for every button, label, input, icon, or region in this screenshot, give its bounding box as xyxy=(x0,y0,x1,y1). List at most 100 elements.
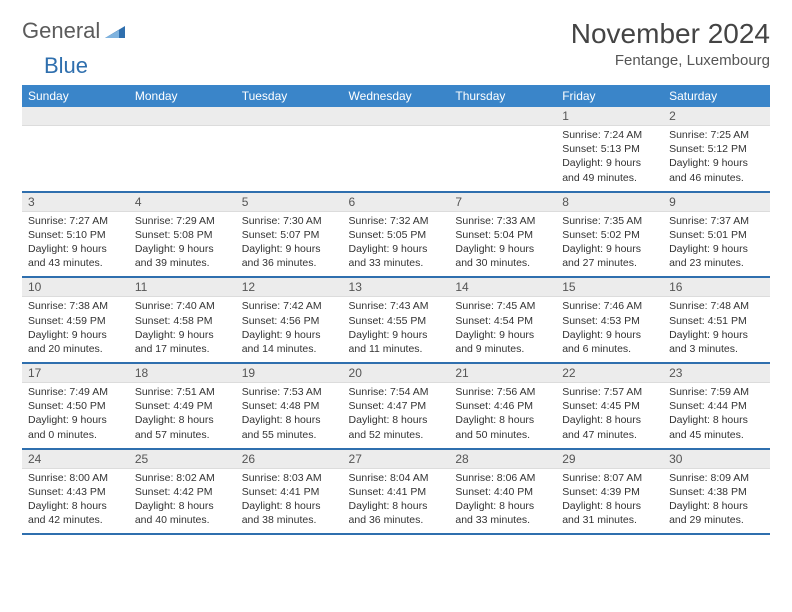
day1-text: Daylight: 8 hours xyxy=(242,499,337,513)
day-detail-cell: Sunrise: 7:30 AMSunset: 5:07 PMDaylight:… xyxy=(236,211,343,277)
sunrise-text: Sunrise: 8:00 AM xyxy=(28,471,123,485)
day2-text: and 55 minutes. xyxy=(242,428,337,442)
sunrise-text: Sunrise: 7:37 AM xyxy=(669,214,764,228)
sunrise-text: Sunrise: 7:42 AM xyxy=(242,299,337,313)
day-number: 2 xyxy=(663,107,770,126)
logo-word-blue: Blue xyxy=(44,53,88,79)
sunrise-text: Sunrise: 7:53 AM xyxy=(242,385,337,399)
day2-text: and 57 minutes. xyxy=(135,428,230,442)
day-detail-cell: Sunrise: 7:42 AMSunset: 4:56 PMDaylight:… xyxy=(236,297,343,363)
weekday-header: Saturday xyxy=(663,85,770,107)
day-detail-cell: Sunrise: 7:27 AMSunset: 5:10 PMDaylight:… xyxy=(22,211,129,277)
day-number: 1 xyxy=(556,107,663,126)
sunrise-text: Sunrise: 7:54 AM xyxy=(349,385,444,399)
day-detail-cell: Sunrise: 7:54 AMSunset: 4:47 PMDaylight:… xyxy=(343,383,450,449)
day1-text: Daylight: 8 hours xyxy=(455,499,550,513)
sunset-text: Sunset: 4:46 PM xyxy=(455,399,550,413)
day-number: 4 xyxy=(129,192,236,212)
sunset-text: Sunset: 4:55 PM xyxy=(349,314,444,328)
day-detail-cell xyxy=(22,126,129,192)
day2-text: and 0 minutes. xyxy=(28,428,123,442)
day-detail-cell xyxy=(449,126,556,192)
day-number: 29 xyxy=(556,449,663,469)
day2-text: and 36 minutes. xyxy=(349,513,444,527)
day2-text: and 50 minutes. xyxy=(455,428,550,442)
sunset-text: Sunset: 4:54 PM xyxy=(455,314,550,328)
day-detail-cell: Sunrise: 7:53 AMSunset: 4:48 PMDaylight:… xyxy=(236,383,343,449)
day1-text: Daylight: 9 hours xyxy=(28,328,123,342)
sunset-text: Sunset: 4:41 PM xyxy=(242,485,337,499)
day1-text: Daylight: 9 hours xyxy=(349,242,444,256)
sunrise-text: Sunrise: 7:38 AM xyxy=(28,299,123,313)
sunset-text: Sunset: 4:58 PM xyxy=(135,314,230,328)
day-detail-cell: Sunrise: 8:03 AMSunset: 4:41 PMDaylight:… xyxy=(236,468,343,534)
day-detail-cell: Sunrise: 7:43 AMSunset: 4:55 PMDaylight:… xyxy=(343,297,450,363)
day2-text: and 29 minutes. xyxy=(669,513,764,527)
sunrise-text: Sunrise: 7:40 AM xyxy=(135,299,230,313)
sunset-text: Sunset: 4:39 PM xyxy=(562,485,657,499)
day-detail-cell: Sunrise: 8:07 AMSunset: 4:39 PMDaylight:… xyxy=(556,468,663,534)
sunrise-text: Sunrise: 7:24 AM xyxy=(562,128,657,142)
day-number: 23 xyxy=(663,363,770,383)
sunset-text: Sunset: 4:38 PM xyxy=(669,485,764,499)
day-detail-cell: Sunrise: 7:37 AMSunset: 5:01 PMDaylight:… xyxy=(663,211,770,277)
day-number xyxy=(343,107,450,126)
day2-text: and 17 minutes. xyxy=(135,342,230,356)
sunrise-text: Sunrise: 7:45 AM xyxy=(455,299,550,313)
day-detail-cell: Sunrise: 7:45 AMSunset: 4:54 PMDaylight:… xyxy=(449,297,556,363)
day-detail-row: Sunrise: 8:00 AMSunset: 4:43 PM Daylight:… xyxy=(22,468,770,534)
day1-text: Daylight: 9 hours xyxy=(28,413,123,427)
calendar-table: Sunday Monday Tuesday Wednesday Thursday… xyxy=(22,85,770,535)
sunrise-text: Sunrise: 7:25 AM xyxy=(669,128,764,142)
day-number: 7 xyxy=(449,192,556,212)
sunset-text: Sunset: 4:41 PM xyxy=(349,485,444,499)
day2-text: and 47 minutes. xyxy=(562,428,657,442)
day2-text: and 36 minutes. xyxy=(242,256,337,270)
day-detail-cell: Sunrise: 8:04 AMSunset: 4:41 PMDaylight:… xyxy=(343,468,450,534)
day-number: 17 xyxy=(22,363,129,383)
sunrise-text: Sunrise: 7:33 AM xyxy=(455,214,550,228)
sunrise-text: Sunrise: 8:06 AM xyxy=(455,471,550,485)
day-detail-row: Sunrise: 7:49 AMSunset: 4:50 PMDaylight:… xyxy=(22,383,770,449)
day-number: 12 xyxy=(236,277,343,297)
day-detail-cell: Sunrise: 7:29 AMSunset: 5:08 PMDaylight:… xyxy=(129,211,236,277)
sunset-text: Sunset: 5:01 PM xyxy=(669,228,764,242)
day-number-row: 17181920212223 xyxy=(22,363,770,383)
sunset-text: Sunset: 5:12 PM xyxy=(669,142,764,156)
day-number: 6 xyxy=(343,192,450,212)
sunset-text: Sunset: 4:51 PM xyxy=(669,314,764,328)
day-number-row: 12 xyxy=(22,107,770,126)
sunset-text: Sunset: 4:42 PM xyxy=(135,485,230,499)
sunset-text: Sunset: 4:44 PM xyxy=(669,399,764,413)
logo: General xyxy=(22,18,127,44)
day2-text: and 42 minutes. xyxy=(28,513,123,527)
day-number: 21 xyxy=(449,363,556,383)
day1-text: Daylight: 9 hours xyxy=(562,156,657,170)
day-number-row: 24252627282930 xyxy=(22,449,770,469)
day-number: 28 xyxy=(449,449,556,469)
day2-text: and 11 minutes. xyxy=(349,342,444,356)
day-detail-cell: Sunrise: 8:02 AMSunset: 4:42 PMDaylight:… xyxy=(129,468,236,534)
sunset-text: Sunset: 4:43 PM xyxy=(28,485,123,499)
day-number-row: 3456789 xyxy=(22,192,770,212)
day1-text: Daylight: 9 hours xyxy=(455,242,550,256)
weekday-header: Friday xyxy=(556,85,663,107)
sunrise-text: Sunrise: 8:03 AM xyxy=(242,471,337,485)
logo-triangle-icon xyxy=(105,18,125,44)
day1-text: Daylight: 8 hours xyxy=(455,413,550,427)
day2-text: and 46 minutes. xyxy=(669,171,764,185)
sunrise-text: Sunrise: 7:32 AM xyxy=(349,214,444,228)
sunrise-text: Sunrise: 7:56 AM xyxy=(455,385,550,399)
day-number xyxy=(449,107,556,126)
day1-text: Daylight: 8 hours xyxy=(562,499,657,513)
day-number: 27 xyxy=(343,449,450,469)
sunset-text: Sunset: 4:48 PM xyxy=(242,399,337,413)
sunset-text: Sunset: 5:07 PM xyxy=(242,228,337,242)
sunset-text: Sunset: 4:47 PM xyxy=(349,399,444,413)
day-number: 10 xyxy=(22,277,129,297)
sunrise-text: Sunrise: 7:29 AM xyxy=(135,214,230,228)
sunrise-text: Sunrise: 8:04 AM xyxy=(349,471,444,485)
day-number: 24 xyxy=(22,449,129,469)
day1-text: Daylight: 9 hours xyxy=(455,328,550,342)
sunrise-text: Sunrise: 8:02 AM xyxy=(135,471,230,485)
